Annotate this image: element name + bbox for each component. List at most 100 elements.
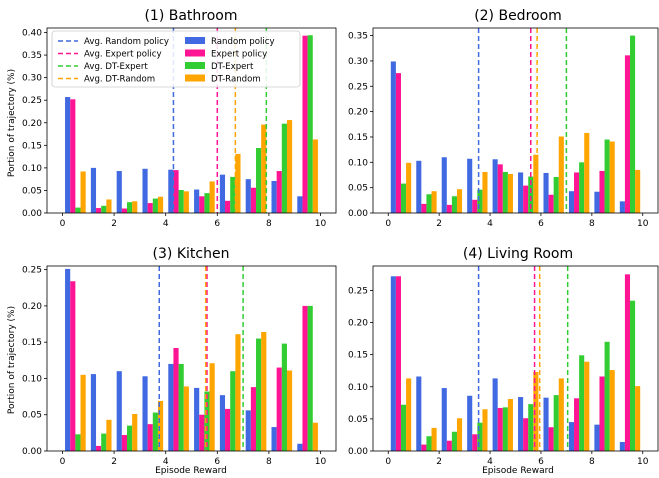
bar-dt-expert-bin-2: [126, 425, 133, 451]
legend-bar-label: DT-Random: [211, 75, 261, 85]
bar-dt-random-bin-2: [132, 414, 138, 451]
bar-random-policy-bin-8: [594, 191, 600, 213]
bar-expert-policy-bin-5: [523, 418, 529, 451]
y-tick-label: 0.00: [22, 209, 42, 219]
bar-expert-policy-bin-5: [523, 185, 529, 213]
bar-random-policy-bin-2: [441, 388, 447, 451]
bar-dt-random-bin-8: [286, 120, 293, 213]
bar-dt-random-bin-8: [609, 370, 615, 451]
bar-dt-expert-bin-0: [75, 207, 81, 213]
panel-2: 0.00 0.05 0.10 0.15 0.20 0.25 0.30 0.35 0 2 4 6 8 10: [348, 27, 659, 229]
bar-dt-expert-bin-3: [477, 422, 483, 451]
y-tick-label: 0.05: [348, 184, 368, 194]
bar-dt-random-bin-2: [132, 201, 138, 213]
bar-expert-policy-bin-7: [250, 387, 257, 451]
bar-expert-policy-bin-4: [173, 170, 179, 213]
x-tick-label: 2: [436, 219, 442, 229]
bar-dt-random-bin-0: [406, 162, 412, 213]
x-tick-label: 2: [111, 219, 117, 229]
bar-dt-random-bin-1: [106, 419, 112, 451]
bar-dt-random-bin-7: [584, 132, 590, 213]
x-axis-label-left: Episode Reward: [155, 466, 227, 476]
bar-dt-random-bin-7: [584, 361, 590, 451]
bar-dt-expert-bin-4: [178, 363, 184, 451]
bar-expert-policy-bin-8: [276, 367, 282, 451]
bar-dt-random-bin-9: [312, 422, 318, 451]
y-tick-label: 0.25: [22, 96, 42, 106]
legend-line-label: Avg. Expert policy: [84, 50, 162, 60]
bar-expert-policy-bin-7: [250, 187, 257, 213]
bar-dt-expert-bin-9: [630, 35, 636, 213]
bar-dt-expert-bin-1: [426, 436, 432, 451]
bar-expert-policy-bin-1: [421, 203, 427, 213]
bar-random-policy-bin-0: [390, 61, 396, 214]
x-tick-label: 10: [315, 219, 327, 229]
x-tick-label: 4: [487, 457, 493, 467]
bar-random-policy-bin-2: [441, 157, 447, 213]
bar-dt-expert-bin-7: [256, 338, 262, 451]
bar-dt-random-bin-2: [456, 189, 463, 213]
bar-dt-expert-bin-2: [451, 431, 457, 451]
bar-dt-expert-bin-9: [307, 305, 313, 451]
bar-dt-expert-bin-4: [178, 189, 184, 213]
bar-expert-policy-bin-9: [302, 305, 308, 451]
bar-random-policy-bin-1: [90, 167, 97, 213]
bar-random-policy-bin-4: [492, 378, 498, 451]
legend-bar-label: Expert policy: [211, 50, 267, 60]
bar-expert-policy-bin-2: [446, 440, 452, 451]
y-tick-label: 0.05: [22, 411, 42, 421]
bar-dt-expert-bin-0: [400, 183, 407, 213]
panel-4: 0.00 0.05 0.10 0.15 0.20 0.25 0 2 4 6 8 10: [348, 265, 659, 467]
panel-3: 0.00 0.05 0.10 0.15 0.20 0.25 0 2 4 6 8 10: [22, 265, 337, 467]
x-tick-label: 0: [60, 219, 66, 229]
bar-expert-policy-bin-3: [147, 203, 153, 213]
bar-dt-expert-bin-6: [230, 176, 236, 213]
legend-bar-label: DT-Expert: [211, 62, 254, 72]
x-axis-label-right: Episode Reward: [482, 466, 554, 476]
bar-dt-random-bin-0: [80, 374, 86, 451]
bar-random-policy-bin-1: [416, 376, 422, 451]
bar-expert-policy-bin-8: [276, 171, 282, 213]
bar-dt-random-bin-3: [157, 400, 164, 451]
bar-dt-random-bin-1: [106, 199, 112, 213]
legend-bar-swatch: [185, 49, 205, 57]
y-tick-label: 0.00: [348, 209, 368, 219]
bar-dt-random-bin-7: [261, 332, 267, 451]
legend: Avg. Random policy Avg. Expert policy Avg.…: [51, 30, 301, 88]
axes-frame: [372, 27, 659, 214]
x-tick-label: 10: [637, 219, 649, 229]
x-tick-label: 8: [589, 219, 595, 229]
legend-box: [51, 30, 301, 88]
bar-dt-random-bin-2: [456, 418, 463, 451]
bar-random-policy-bin-8: [594, 424, 600, 451]
bar-random-policy-bin-9: [619, 201, 625, 213]
y-tick-label: 0.10: [22, 374, 42, 384]
bar-expert-policy-bin-8: [599, 376, 605, 451]
bar-dt-random-bin-8: [286, 370, 293, 451]
bar-expert-policy-bin-5: [199, 414, 205, 451]
y-tick-label: 0.05: [22, 186, 42, 196]
bar-dt-expert-bin-1: [101, 205, 107, 213]
bar-random-policy-bin-3: [142, 376, 148, 451]
bar-expert-policy-bin-5: [199, 196, 205, 213]
bar-dt-random-bin-4: [183, 191, 189, 213]
bar-dt-expert-bin-0: [75, 434, 81, 451]
bar-dt-expert-bin-9: [630, 300, 636, 451]
bar-dt-random-bin-1: [431, 427, 437, 452]
bar-dt-expert-bin-2: [126, 202, 133, 213]
bar-expert-policy-bin-9: [302, 35, 308, 213]
x-tick-label: 0: [385, 219, 391, 229]
x-tick-label: 2: [436, 457, 442, 467]
y-tick-label: 0.35: [22, 51, 42, 61]
x-tick-label: 4: [163, 219, 169, 229]
bar-random-policy-bin-5: [518, 397, 524, 451]
bar-dt-random-bin-3: [482, 409, 488, 451]
bar-random-policy-bin-5: [194, 387, 200, 451]
bar-random-policy-bin-2: [116, 171, 122, 213]
bar-expert-policy-bin-8: [599, 170, 605, 213]
bar-dt-random-bin-9: [635, 386, 641, 451]
bar-dt-expert-bin-8: [604, 139, 610, 213]
bar-random-policy-bin-1: [90, 374, 97, 451]
bar-random-policy-bin-4: [492, 159, 498, 213]
bar-dt-expert-bin-4: [502, 171, 508, 213]
